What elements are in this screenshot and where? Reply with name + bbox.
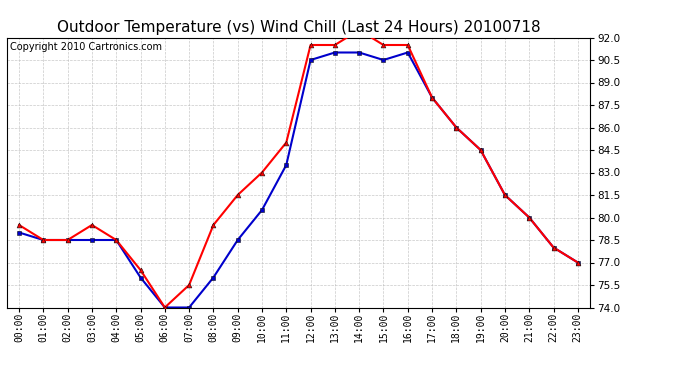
Title: Outdoor Temperature (vs) Wind Chill (Last 24 Hours) 20100718: Outdoor Temperature (vs) Wind Chill (Las… [57, 20, 540, 35]
Text: Copyright 2010 Cartronics.com: Copyright 2010 Cartronics.com [10, 42, 162, 51]
